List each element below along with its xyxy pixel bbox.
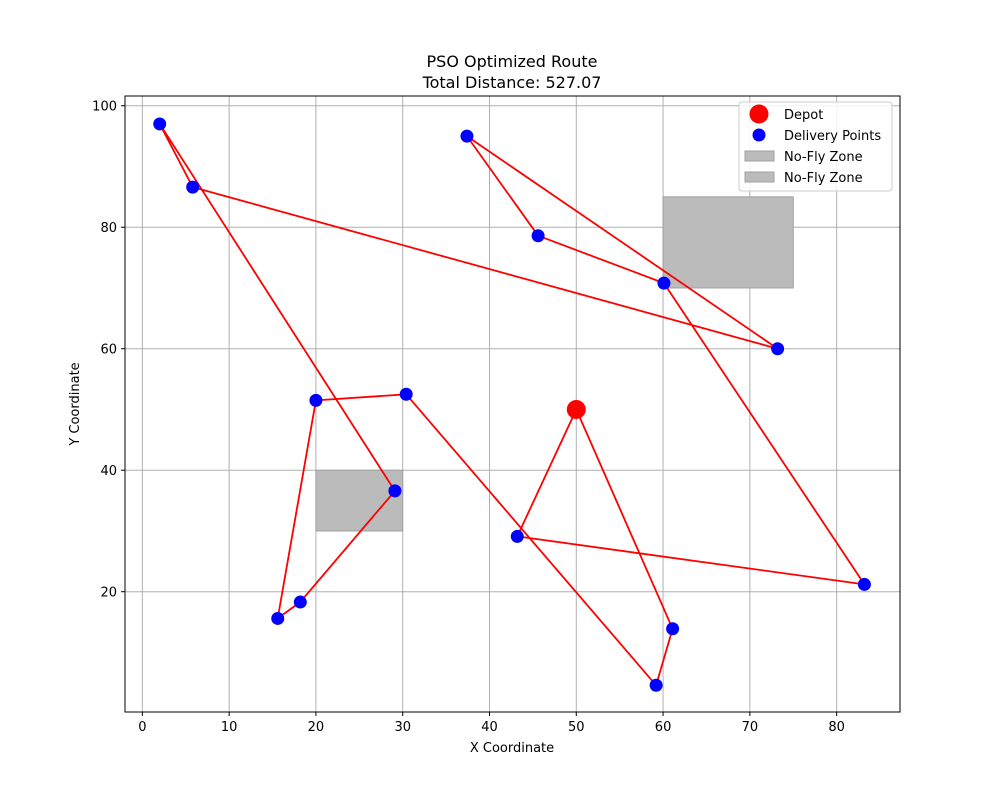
delivery-point [771, 342, 785, 356]
legend: Depot Delivery Points No-Fly Zone No-Fly Zo… [738, 101, 893, 192]
x-tick-label: 20 [308, 720, 325, 735]
delivery-point [666, 622, 680, 636]
no-fly-zone-rect [662, 196, 794, 289]
no-fly-zones [315, 196, 794, 532]
legend-patch [744, 150, 775, 162]
chart-subtitle: Total Distance: 527.07 [422, 73, 602, 92]
chart-title: PSO Optimized Route [427, 52, 598, 71]
delivery-point [531, 229, 545, 243]
axis-ticks: 0 10 20 30 40 50 60 70 80 20 40 60 80 100 [92, 100, 845, 735]
y-tick-label: 60 [100, 343, 117, 358]
y-axis-label: Y Coordinate [68, 362, 83, 446]
no-fly-zone-rect [315, 469, 404, 532]
depot-layer [566, 399, 586, 419]
delivery-point [293, 595, 307, 609]
legend-label: Delivery Points [784, 129, 881, 144]
delivery-points [153, 117, 871, 692]
legend-box [738, 101, 893, 192]
x-tick-label: 60 [655, 720, 672, 735]
delivery-point [271, 611, 285, 625]
x-axis-label: X Coordinate [470, 741, 554, 756]
x-tick-label: 30 [394, 720, 411, 735]
depot-point [566, 399, 586, 419]
plot-frame [124, 95, 901, 713]
delivery-point [186, 180, 200, 194]
x-tick-label: 50 [568, 720, 585, 735]
legend-marker [749, 104, 769, 124]
y-tick-label: 100 [92, 100, 117, 115]
x-tick-label: 40 [481, 720, 498, 735]
legend-label: No-Fly Zone [784, 150, 863, 165]
delivery-point [153, 117, 167, 131]
legend-label: Depot [784, 108, 823, 123]
x-tick-label: 70 [742, 720, 759, 735]
delivery-point [460, 129, 474, 143]
x-tick-label: 0 [138, 720, 146, 735]
delivery-point [510, 529, 524, 543]
legend-label: No-Fly Zone [784, 171, 863, 186]
delivery-point [399, 387, 413, 401]
delivery-point [388, 484, 402, 498]
x-tick-label: 80 [828, 720, 845, 735]
y-tick-label: 40 [100, 464, 117, 479]
delivery-point [857, 577, 871, 591]
y-tick-label: 20 [100, 586, 117, 601]
y-tick-label: 80 [100, 221, 117, 236]
delivery-point [309, 393, 323, 407]
x-tick-label: 10 [221, 720, 238, 735]
delivery-point [657, 276, 671, 290]
legend-patch [744, 171, 775, 183]
legend-marker [752, 128, 766, 142]
delivery-point [649, 678, 663, 692]
